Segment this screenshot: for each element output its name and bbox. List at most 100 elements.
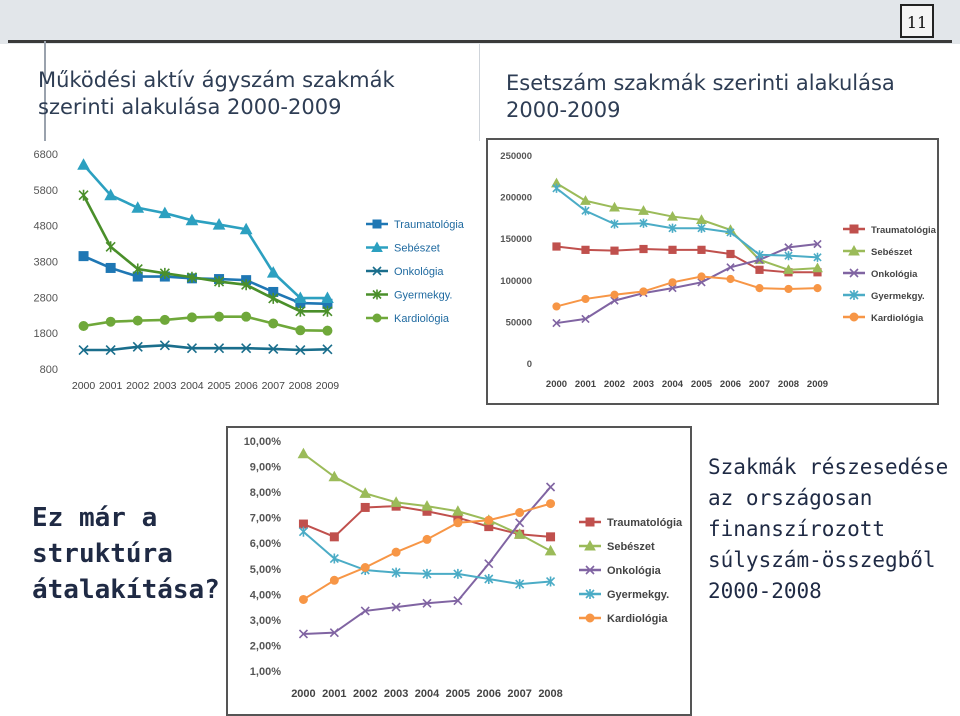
legend-kardiologia-marker <box>372 313 382 323</box>
series-line-sebeszet <box>555 182 818 271</box>
x-tick-label: 2001 <box>99 380 123 392</box>
data-point-kardiologia <box>697 272 706 281</box>
x-tick-label: 2005 <box>446 688 470 700</box>
x-tick-label: 2008 <box>538 688 562 700</box>
data-point-sebeszet <box>185 213 199 226</box>
data-point-traumatologia <box>755 265 764 274</box>
x-tick-label: 2003 <box>384 688 408 700</box>
x-axis: 2000 2001 2002 2003 2004 2005 2006 2007 2008 <box>291 688 563 700</box>
data-point-onkologia <box>697 278 706 287</box>
legend: Traumatológia Sebészet Onkológia Gyermekgy.… <box>579 517 683 625</box>
y-tick-label: 4,00% <box>250 589 281 601</box>
y-tick-label: 200000 <box>500 193 532 204</box>
data-point-onkologia <box>453 596 463 606</box>
series-sebeszet <box>551 177 823 274</box>
y-tick-label: 800 <box>40 364 58 376</box>
legend-label-onkologia: Onkológia <box>871 269 918 280</box>
legend-label-sebeszet: Sebészet <box>394 243 440 255</box>
title-bar <box>0 0 960 44</box>
data-point-traumatologia <box>668 245 677 254</box>
series-onkologia <box>298 482 556 639</box>
data-point-gyermekgy <box>186 271 198 283</box>
data-point-gyermekgy <box>453 568 463 579</box>
legend-label-traumatologia: Traumatológia <box>607 517 683 529</box>
data-point-sebeszet <box>77 158 90 170</box>
y-tick-label: 3,00% <box>250 615 281 627</box>
legend-label-gyermekgy: Gyermekgy. <box>394 290 452 302</box>
y-axis: 1,00% 2,00% 3,00% 4,00% 5,00% 6,00% 7,00% 8,00%… <box>244 436 282 678</box>
data-point-gyermekgy <box>813 252 822 262</box>
legend-gyermekgy-marker <box>849 290 859 300</box>
legend-traumatologia-marker <box>372 219 382 229</box>
data-point-onkologia <box>545 482 556 492</box>
series-onkologia <box>552 239 822 328</box>
x-tick-label: 2007 <box>749 379 770 390</box>
x-tick-label: 2004 <box>180 380 204 392</box>
data-point-onkologia <box>484 559 494 569</box>
x-tick-label: 2009 <box>807 379 828 390</box>
data-point-sebeszet <box>696 214 707 224</box>
data-point-traumatologia <box>581 245 590 254</box>
legend-label-gyermekgy: Gyermekgy. <box>871 291 925 302</box>
data-point-kardiologia <box>639 287 648 296</box>
data-point-kardiologia <box>422 534 432 544</box>
y-tick-label: 6,00% <box>250 538 281 550</box>
legend: Traumatológia Sebészet Onkológia Gyermekgy.… <box>366 219 465 325</box>
legend-label-traumatologia: Traumatológia <box>871 225 937 236</box>
data-point-onkologia <box>105 344 116 356</box>
data-point-sebeszet <box>783 264 794 274</box>
data-point-sebeszet <box>638 205 649 215</box>
x-tick-label: 2005 <box>207 380 231 392</box>
y-tick-label: 9,00% <box>250 462 281 474</box>
legend-sebeszet-marker <box>848 244 860 256</box>
series-sebeszet <box>77 158 334 304</box>
data-point-gyermekgy <box>697 223 706 233</box>
x-tick-label: 2004 <box>415 688 440 700</box>
data-point-traumatologia <box>726 249 735 259</box>
x-tick-label: 2007 <box>507 688 531 700</box>
y-tick-label: 6800 <box>34 149 58 161</box>
series-line-sebeszet <box>82 163 328 300</box>
legend-sebeszet-marker <box>371 241 383 252</box>
data-point-onkologia <box>581 314 590 324</box>
data-point-kardiologia <box>295 325 306 336</box>
y-tick-label: 10,00% <box>244 436 282 448</box>
chart-bed-count: 800 1800 2800 3800 4800 5800 6800 2000 2001 2002 2… <box>28 141 480 403</box>
legend-onkologia-marker <box>372 266 382 276</box>
data-point-gyermekgy <box>581 206 590 216</box>
legend: Traumatológia Sebészet Onkológia Gyermekgy.… <box>843 224 937 324</box>
data-point-sebeszet <box>513 528 526 539</box>
data-point-kardiologia <box>241 311 252 322</box>
data-point-gyermekgy <box>298 526 309 537</box>
data-point-kardiologia <box>132 315 143 326</box>
series-kardiologia <box>78 311 333 336</box>
y-tick-label: 250000 <box>500 151 532 162</box>
data-point-traumatologia <box>610 246 619 255</box>
page-number: 11 <box>900 4 934 38</box>
data-point-gyermekgy <box>295 305 306 317</box>
data-point-traumatologia <box>552 242 561 251</box>
data-point-sebeszet <box>328 470 341 482</box>
data-point-traumatologia <box>360 502 370 512</box>
data-point-sebeszet <box>321 291 334 304</box>
data-point-sebeszet <box>131 201 145 213</box>
x-tick-label: 2001 <box>322 688 346 700</box>
x-axis: 2000 2001 2002 2003 2004 2005 2006 2007 2008 2009 <box>72 380 339 392</box>
data-point-gyermekgy <box>552 183 561 193</box>
data-point-kardiologia <box>453 518 463 528</box>
series-gyermekgy <box>78 189 333 317</box>
data-point-kardiologia <box>329 575 339 585</box>
y-tick-label: 4800 <box>34 221 58 233</box>
data-point-gyermekgy <box>322 305 333 317</box>
data-point-gyermekgy <box>610 219 619 229</box>
legend-label-onkologia: Onkológia <box>607 565 662 577</box>
data-point-kardiologia <box>546 499 556 509</box>
legend-label-traumatologia: Traumatológia <box>394 219 465 231</box>
data-point-kardiologia <box>784 284 793 294</box>
series-onkologia <box>78 340 333 356</box>
data-point-traumatologia <box>697 245 706 254</box>
series-traumatologia <box>552 242 822 277</box>
y-tick-label: 1800 <box>34 328 58 340</box>
data-point-sebeszet <box>667 210 678 221</box>
